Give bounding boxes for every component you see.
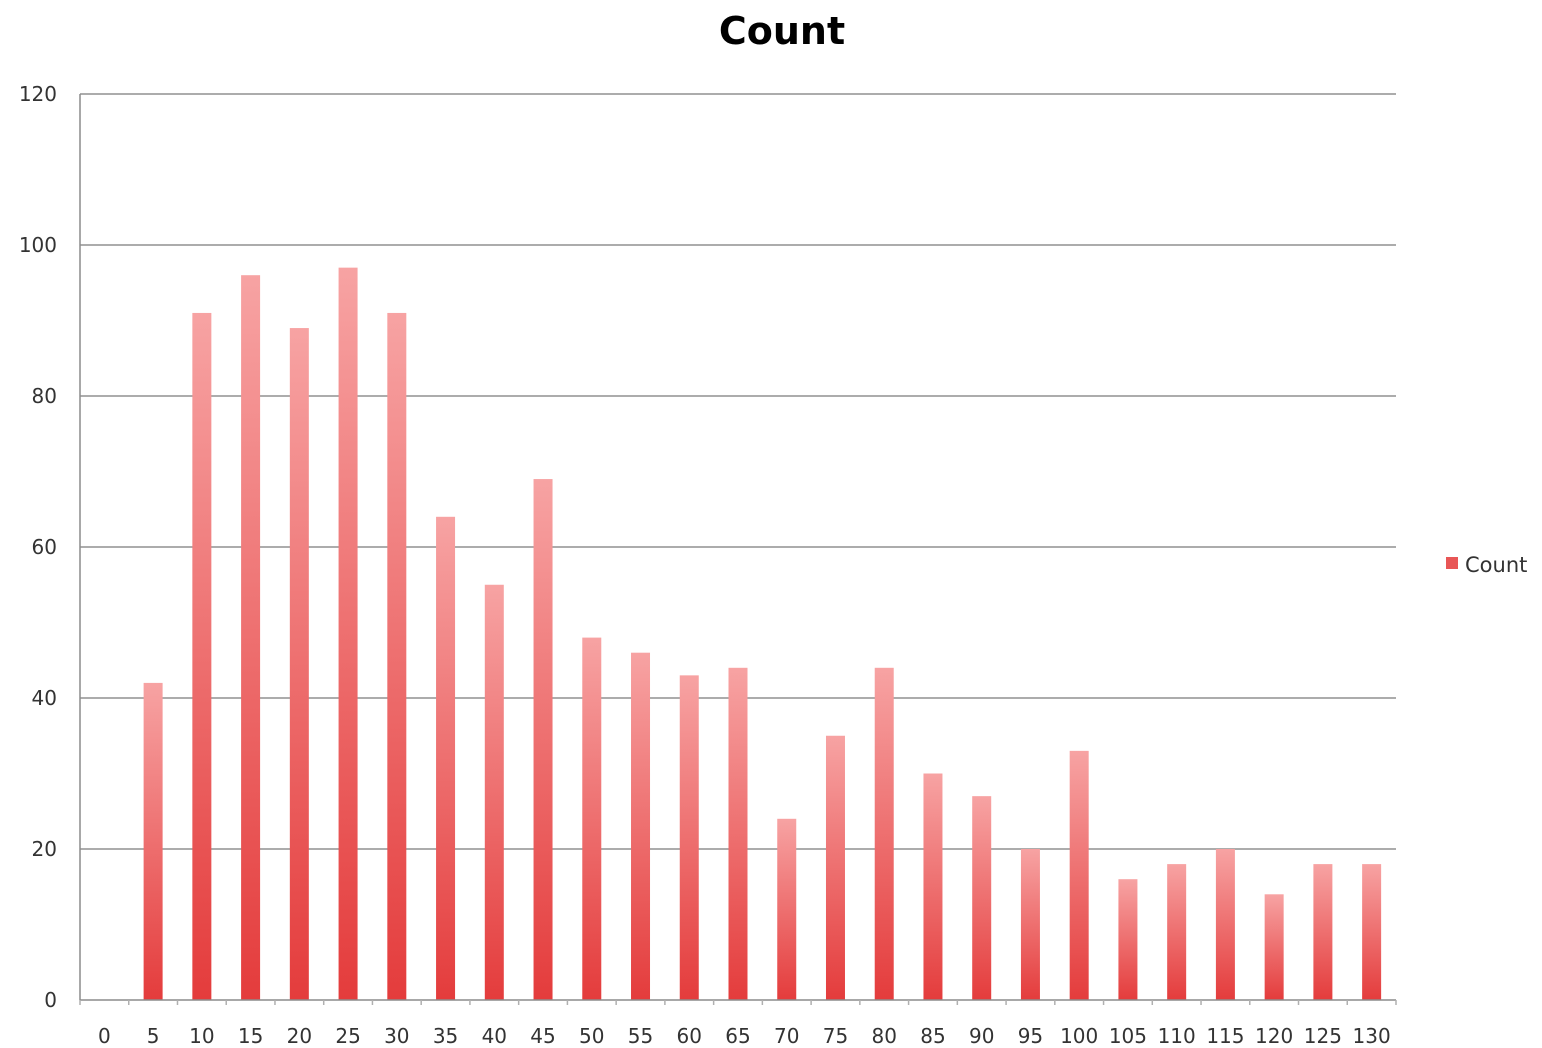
bar	[143, 682, 163, 1000]
x-axis	[79, 999, 1397, 1005]
bar	[338, 267, 358, 1000]
bar	[728, 667, 748, 1000]
x-tick-label: 120	[1255, 1024, 1293, 1048]
legend: Count	[1446, 553, 1527, 577]
x-tick-label: 90	[969, 1024, 994, 1048]
y-tick-label: 100	[19, 233, 57, 257]
x-tick-label: 130	[1353, 1024, 1391, 1048]
x-tick-label: 110	[1158, 1024, 1196, 1048]
x-tick-label: 95	[1018, 1024, 1043, 1048]
bar	[582, 637, 602, 1000]
x-tick-label: 45	[530, 1024, 555, 1048]
bar	[387, 312, 407, 1000]
bar	[533, 479, 553, 1000]
bar	[631, 652, 651, 1000]
bar	[241, 275, 261, 1000]
x-axis-tick-labels: 0 5 10 15 20 25 30 35 40 45 50 55 60 65 70 75 80 85 90 95 10…	[98, 1024, 1391, 1048]
chart-title: Count	[719, 9, 845, 53]
x-tick-label: 20	[287, 1024, 312, 1048]
legend-swatch	[1446, 557, 1458, 569]
x-tick-label: 55	[628, 1024, 653, 1048]
x-tick-label: 10	[189, 1024, 214, 1048]
x-tick-label: 25	[335, 1024, 360, 1048]
x-tick-label: 30	[384, 1024, 409, 1048]
x-tick-label: 125	[1304, 1024, 1342, 1048]
bar	[1020, 849, 1040, 1000]
bar	[874, 667, 894, 1000]
y-tick-label: 20	[32, 837, 57, 861]
bar	[484, 584, 504, 1000]
x-tick-label: 15	[238, 1024, 263, 1048]
y-tick-label: 0	[44, 988, 57, 1012]
bar	[679, 675, 699, 1000]
y-tick-label: 80	[32, 384, 57, 408]
x-tick-label: 5	[147, 1024, 160, 1048]
bar	[1264, 894, 1284, 1000]
x-tick-label: 75	[823, 1024, 848, 1048]
x-tick-label: 0	[98, 1024, 111, 1048]
bar	[289, 328, 309, 1000]
bar	[972, 796, 992, 1000]
legend-label: Count	[1465, 553, 1527, 577]
bar	[777, 818, 797, 1000]
bar	[436, 516, 456, 1000]
x-tick-label: 100	[1060, 1024, 1098, 1048]
bar	[1215, 849, 1235, 1000]
x-tick-label: 50	[579, 1024, 604, 1048]
bar	[192, 312, 212, 1000]
x-tick-label: 80	[871, 1024, 896, 1048]
x-tick-label: 40	[482, 1024, 507, 1048]
x-tick-label: 70	[774, 1024, 799, 1048]
y-tick-label: 60	[32, 535, 57, 559]
bar	[1313, 864, 1333, 1000]
x-tick-label: 35	[433, 1024, 458, 1048]
bar	[1069, 750, 1089, 1000]
bar	[825, 735, 845, 1000]
bar	[1362, 864, 1382, 1000]
x-tick-label: 105	[1109, 1024, 1147, 1048]
y-tick-label: 40	[32, 686, 57, 710]
bar	[1118, 879, 1138, 1000]
x-tick-label: 85	[920, 1024, 945, 1048]
x-tick-label: 65	[725, 1024, 750, 1048]
x-tick-label: 60	[677, 1024, 702, 1048]
bar	[923, 773, 943, 1000]
y-tick-label: 120	[19, 82, 57, 106]
y-axis-tick-labels: 0 20 40 60 80 100 120	[19, 82, 57, 1012]
x-tick-label: 115	[1206, 1024, 1244, 1048]
bars	[143, 267, 1382, 1000]
bar	[1167, 864, 1187, 1000]
